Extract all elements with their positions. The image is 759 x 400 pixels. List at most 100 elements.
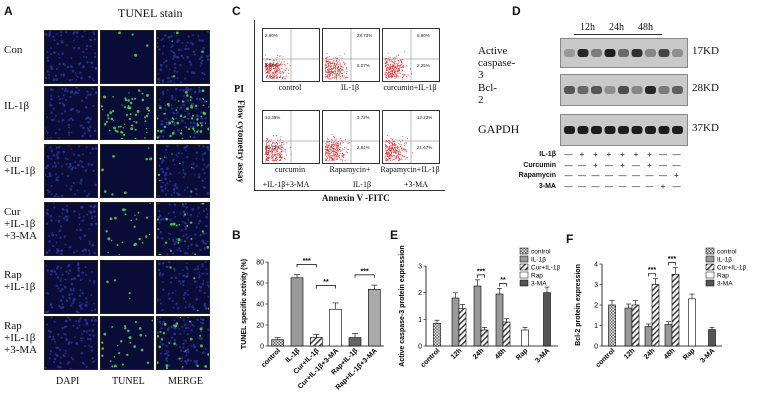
bar [521,329,529,347]
legend-swatch [519,255,529,263]
x-tick-label: 48h [663,347,676,360]
x-tick-label: control [260,347,282,369]
y-axis-label: TUNEL specific activity (%) [241,259,248,349]
svg-text:2.25%: 2.25% [417,63,430,68]
bar [451,297,460,347]
row-label: Cur +IL-1β +3-MA [4,206,38,242]
bar [644,326,653,347]
blot-protein-label: Active caspase-3 [478,45,516,81]
treatment-sign: + [620,160,625,170]
flow-scatter-plot: 3.72% 2.81% [322,110,380,164]
svg-text:1.62%: 1.62% [265,63,278,68]
micrograph-tile [44,144,98,198]
legend-swatch [705,279,715,287]
micrograph-tile [100,260,154,314]
treatment-sign: — [618,181,627,191]
treatment-sign: + [593,160,598,170]
significance-label: *** [668,256,676,263]
x-tick-label: Rap [515,347,529,361]
significance-label: *** [648,267,656,274]
legend-label: 3-MA [531,281,547,288]
treatment-sign: — [645,171,654,180]
treatment-sign: + [647,150,652,159]
treatment-sign: — [578,171,586,180]
micrograph-tile [100,316,154,370]
y-axis-label: Bcl-2 protein expression [575,264,582,346]
y-tick-label: 2 [418,290,422,297]
micrograph-tile [156,30,210,84]
x-tick-label: Rap [682,347,696,361]
tunel-image-grid: Con IL-1β Cur +IL-1β Cur +IL-1β +3-MA Rap +I… [0,0,230,400]
y-tick-label: 0 [594,344,598,351]
treatment-name: Rapamycin [518,172,556,179]
treatment-sign: + [674,171,679,180]
svg-text:12.22%: 12.22% [417,115,432,120]
svg-text:6.90%: 6.90% [417,33,430,38]
y-tick-label: 4 [594,262,598,269]
svg-text:23.73%: 23.73% [265,145,280,150]
treatment-sign: + [593,150,598,159]
y-tick-label: 1 [594,323,598,330]
western-blot-strip [560,114,688,146]
micrograph-tile [44,30,98,84]
significance-label: ** [500,277,506,284]
bar [310,337,323,347]
x-tick-label: control [420,347,442,369]
legend-swatch [705,271,715,279]
treatment-sign: — [564,171,573,180]
legend-swatch [705,247,715,255]
significance-bracket [315,285,337,289]
legend-label: Rap [531,273,543,280]
bar [368,288,381,347]
significance-bracket [354,274,375,278]
micrograph-tile [156,86,210,140]
treatment-sign: — [605,181,613,191]
legend-label: 3-MA [717,281,733,288]
treatment-sign: — [672,150,681,159]
panel-f-letter: F [566,232,574,246]
treatment-sign: — [564,181,573,191]
micrograph-tile [100,202,154,256]
micrograph-tile [44,260,98,314]
svg-text:2.90%: 2.90% [265,33,278,38]
x-tick-label: 48h [494,347,507,360]
legend-swatch [519,263,529,271]
panel-d-letter: D [512,4,521,18]
micrograph-tile [156,144,210,198]
flow-scatter-plot: 2.90% 1.62% [262,28,320,82]
tunel-stain-title: TUNEL stain [118,6,183,20]
significance-bracket [499,283,507,287]
treatment-sign: — [564,160,573,170]
bar [495,293,504,347]
legend-swatch [519,271,529,279]
bar [543,292,551,347]
bar [651,284,660,347]
bar [290,277,304,347]
treatment-sign: — [564,150,573,159]
flow-scatter-plot: 28.73% 6.07% [322,28,380,82]
blot-protein-label: GAPDH [478,122,520,136]
micrograph-tile [156,202,210,256]
micrograph-tile [44,86,98,140]
panel-b-letter: B [232,228,241,242]
y-axis-label: Active caspase-3 protein expression [399,245,406,366]
bar [329,308,342,347]
significance-bracket [648,273,656,277]
x-tick-label: 12h [450,347,463,360]
treatment-sign: + [633,150,639,159]
flow-scatter-plot: 13.39% 23.73% [262,110,320,164]
significance-label: *** [361,268,369,275]
panel-e-letter: E [390,228,399,242]
column-label: TUNEL [112,376,145,387]
treatment-sign: + [606,150,612,159]
treatment-name: IL-1β [539,151,556,158]
treatment-sign: — [605,171,613,180]
flow-cytometry-frame [254,20,445,191]
svg-text:13.39%: 13.39% [265,115,280,120]
bar [708,329,716,347]
treatment-sign: — [645,181,654,191]
treatment-sign: — [659,160,667,170]
flow-scatter-plot: 12.22% 21.67% [382,110,440,164]
micrograph-tile [44,202,98,256]
legend-label: IL-1β [531,257,546,264]
